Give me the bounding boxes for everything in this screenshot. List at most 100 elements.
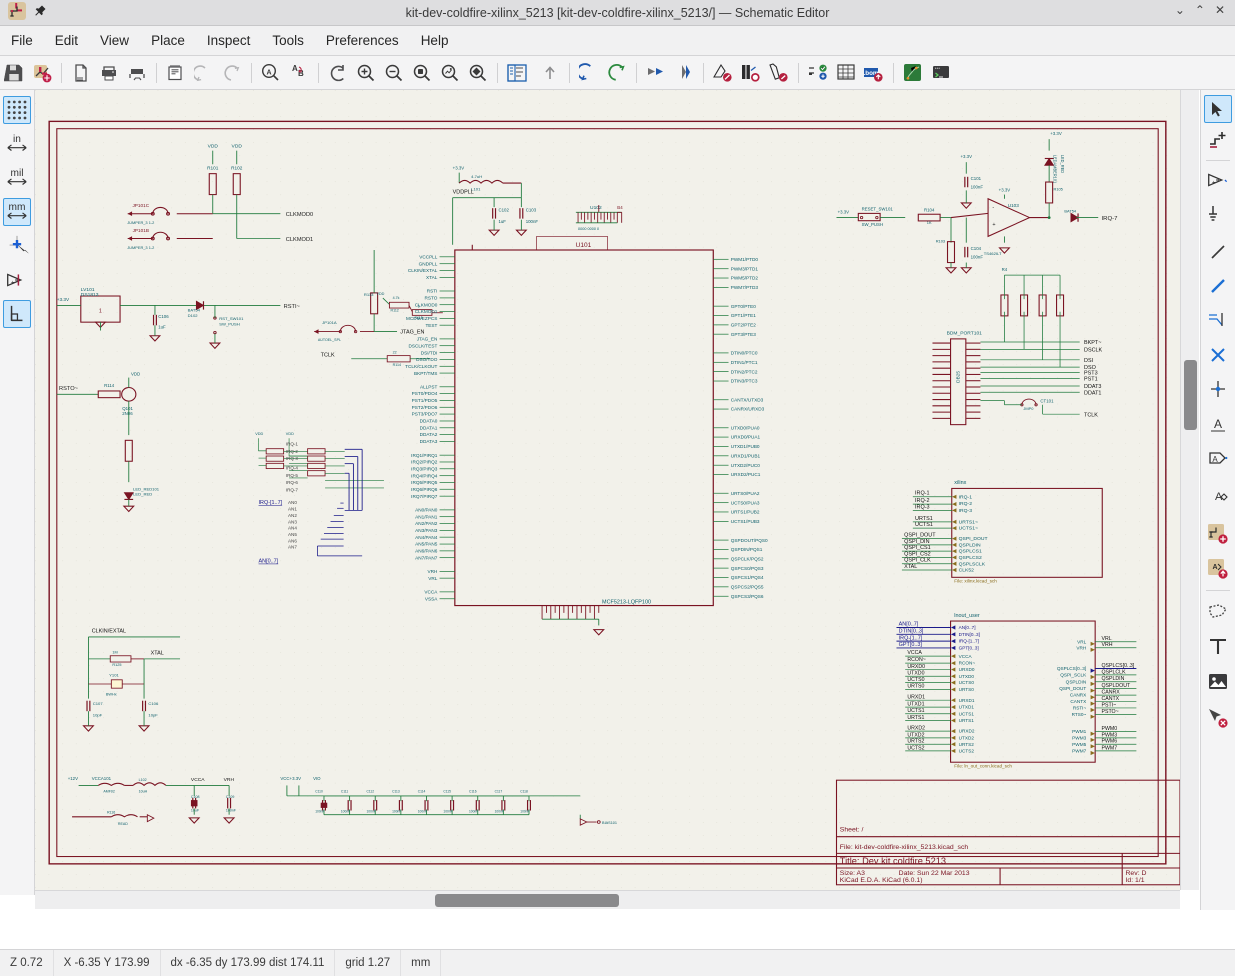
svg-text:+3.3V: +3.3V (57, 297, 70, 302)
svg-text:Q101: Q101 (122, 406, 133, 411)
svg-text:PWM5: PWM5 (1072, 742, 1086, 747)
svg-text:B4: B4 (617, 205, 623, 210)
svg-text:DTIN[0..3]: DTIN[0..3] (899, 629, 924, 635)
svg-text:R114: R114 (393, 363, 401, 367)
svg-text:+3.3V: +3.3V (838, 209, 850, 214)
svg-text:CLK52: CLK52 (959, 568, 975, 574)
svg-text:A: A (1215, 491, 1223, 503)
svg-text:DTIN2/PTC2: DTIN2/PTC2 (731, 369, 758, 374)
svg-text:4.7uH: 4.7uH (471, 174, 482, 179)
svg-text:BKPT~: BKPT~ (1084, 340, 1101, 346)
svg-text:TCLK: TCLK (321, 353, 335, 359)
svg-text:AN3: AN3 (288, 520, 297, 525)
svg-text:GPT0/PTE0: GPT0/PTE0 (731, 304, 757, 309)
svg-text:DDATA1: DDATA1 (420, 426, 438, 431)
svg-text:VRH: VRH (1101, 642, 1112, 648)
svg-text:PWM7/PTD3: PWM7/PTD3 (731, 285, 759, 290)
svg-text:RCON~: RCON~ (907, 657, 925, 663)
svg-text:UCTS2: UCTS2 (959, 749, 975, 754)
svg-text:GPT3/PTE3: GPT3/PTE3 (731, 332, 757, 337)
svg-text:AN1/PAN1: AN1/PAN1 (415, 514, 438, 519)
svg-text:D102: D102 (188, 313, 199, 318)
svg-text:URTS1/PUB2: URTS1/PUB2 (731, 510, 760, 515)
svg-text:PWM7: PWM7 (1072, 749, 1086, 754)
svg-text:+3.3V: +3.3V (999, 188, 1011, 193)
svg-text:RCON~: RCON~ (959, 661, 976, 666)
svg-text:File: kit-dev-coldfire-xilinx_: File: kit-dev-coldfire-xilinx_5213.kicad… (840, 844, 969, 851)
svg-text:100nF: 100nF (392, 810, 401, 814)
svg-text:100nF: 100nF (367, 810, 376, 814)
svg-text:DTIN0/PTC0: DTIN0/PTC0 (731, 351, 758, 356)
svg-text:R116: R116 (107, 811, 115, 815)
svg-text:DDATA2: DDATA2 (420, 432, 438, 437)
svg-text:MCDM/EZPCS: MCDM/EZPCS (406, 316, 437, 321)
svg-text:VRH: VRH (1076, 645, 1086, 650)
svg-text:BIAS101: BIAS101 (602, 821, 617, 825)
svg-text:UTXD0: UTXD0 (959, 674, 975, 679)
svg-text:BKPT/TMS: BKPT/TMS (414, 371, 437, 376)
svg-text:100nF: 100nF (971, 254, 984, 259)
svg-text:JP101A: JP101A (322, 320, 337, 325)
svg-text:-: - (1212, 175, 1214, 181)
svg-text:QSPI_DOUT: QSPI_DOUT (904, 533, 936, 539)
svg-text:+3.3V: +3.3V (453, 166, 465, 171)
svg-text:C109: C109 (226, 795, 235, 799)
svg-text:AN6/PAN6: AN6/PAN6 (415, 549, 438, 554)
svg-text:VDD: VDD (131, 372, 140, 377)
svg-text:1uF: 1uF (158, 325, 166, 330)
svg-text:PSTO~: PSTO~ (1101, 709, 1118, 715)
svg-text:MCF5213-LQFP100: MCF5213-LQFP100 (602, 600, 651, 606)
svg-text:UTXD2/PUC0: UTXD2/PUC0 (731, 463, 761, 468)
svg-text:DDAT1: DDAT1 (1084, 390, 1101, 396)
svg-text:AN4: AN4 (288, 526, 297, 531)
svg-text:JMP0: JMP0 (1023, 407, 1033, 411)
svg-text:VDD: VDD (286, 432, 294, 436)
svg-text:C103: C103 (526, 207, 537, 212)
svg-text:AN7/PAN7: AN7/PAN7 (415, 555, 438, 560)
svg-text:UCTS1: UCTS1 (907, 708, 924, 714)
svg-text:AN6: AN6 (288, 538, 297, 543)
svg-text:IRQ-5: IRQ-5 (286, 473, 299, 478)
svg-text:DTIN[0..3]: DTIN[0..3] (959, 632, 980, 637)
svg-text:IRQ2/PIRQ2: IRQ2/PIRQ2 (411, 460, 438, 465)
svg-text:UCTS1: UCTS1 (959, 711, 975, 716)
svg-text:IRQ6/PIRQ6: IRQ6/PIRQ6 (411, 487, 438, 492)
svg-text:QSPDOUT/PQS0: QSPDOUT/PQS0 (731, 538, 768, 543)
svg-text:xilinx: xilinx (954, 480, 966, 486)
svg-text:AN0: AN0 (288, 500, 297, 505)
svg-text:BAT54: BAT54 (188, 308, 201, 313)
svg-text:URXD2: URXD2 (907, 726, 925, 732)
svg-text:IRQ-3: IRQ-3 (959, 508, 973, 514)
svg-text:QSPLDOUT: QSPLDOUT (1101, 683, 1130, 689)
svg-text:TEST: TEST (425, 323, 437, 328)
svg-text:GNDPLL: GNDPLL (419, 261, 438, 266)
svg-text:100nF: 100nF (315, 810, 324, 814)
svg-text:IRQ-3: IRQ-3 (915, 504, 930, 510)
svg-text:+: + (992, 222, 995, 228)
svg-text:100nF: 100nF (520, 810, 529, 814)
svg-text:VIO: VIO (313, 776, 321, 781)
svg-text:VRH: VRH (428, 569, 438, 574)
svg-text:Title: Dev kit coldfire 5213: Title: Dev kit coldfire 5213 (840, 856, 946, 866)
svg-text:VRL: VRL (428, 576, 438, 581)
svg-text:UCTS1/PUB3: UCTS1/PUB3 (731, 519, 760, 524)
svg-text:IRQ-1: IRQ-1 (915, 491, 930, 497)
svg-text:IRQ-[1..7]: IRQ-[1..7] (959, 639, 979, 644)
svg-text:QSPI_CS1: QSPI_CS1 (904, 545, 931, 551)
svg-text:1M: 1M (112, 651, 117, 655)
svg-text:IRQ-[1..7]: IRQ-[1..7] (259, 500, 283, 506)
svg-text:JTAG_EN: JTAG_EN (400, 330, 424, 336)
svg-text:UTXD2: UTXD2 (907, 732, 924, 738)
svg-text:AN[0..7]: AN[0..7] (899, 622, 919, 628)
svg-text:mm: mm (9, 202, 26, 213)
svg-text:UTXD1: UTXD1 (907, 702, 924, 708)
svg-text:AN4/PAN4: AN4/PAN4 (415, 535, 438, 540)
svg-text:10pF: 10pF (93, 712, 103, 717)
svg-text:GPT1/PTE1: GPT1/PTE1 (731, 313, 757, 318)
svg-text:GPT2/PTE2: GPT2/PTE2 (731, 323, 757, 328)
svg-text:VRL: VRL (1077, 639, 1087, 644)
svg-text:lnout_user: lnout_user (954, 613, 980, 619)
svg-text:R125: R125 (112, 663, 121, 667)
svg-text:CANTX: CANTX (1070, 699, 1086, 704)
svg-text:Id: 1/1: Id: 1/1 (1125, 877, 1144, 884)
